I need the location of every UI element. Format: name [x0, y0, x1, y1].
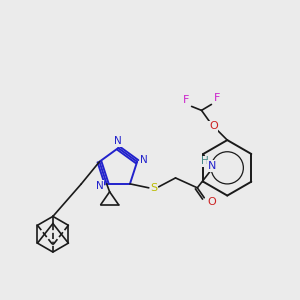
- Text: F: F: [182, 95, 189, 106]
- Text: H: H: [201, 156, 209, 166]
- Text: S: S: [150, 183, 157, 193]
- Text: N: N: [96, 181, 104, 191]
- Text: N: N: [140, 155, 148, 165]
- Text: O: O: [209, 121, 218, 131]
- Text: F: F: [214, 94, 220, 103]
- Text: N: N: [208, 161, 216, 171]
- Text: O: O: [208, 197, 217, 207]
- Text: N: N: [114, 136, 122, 146]
